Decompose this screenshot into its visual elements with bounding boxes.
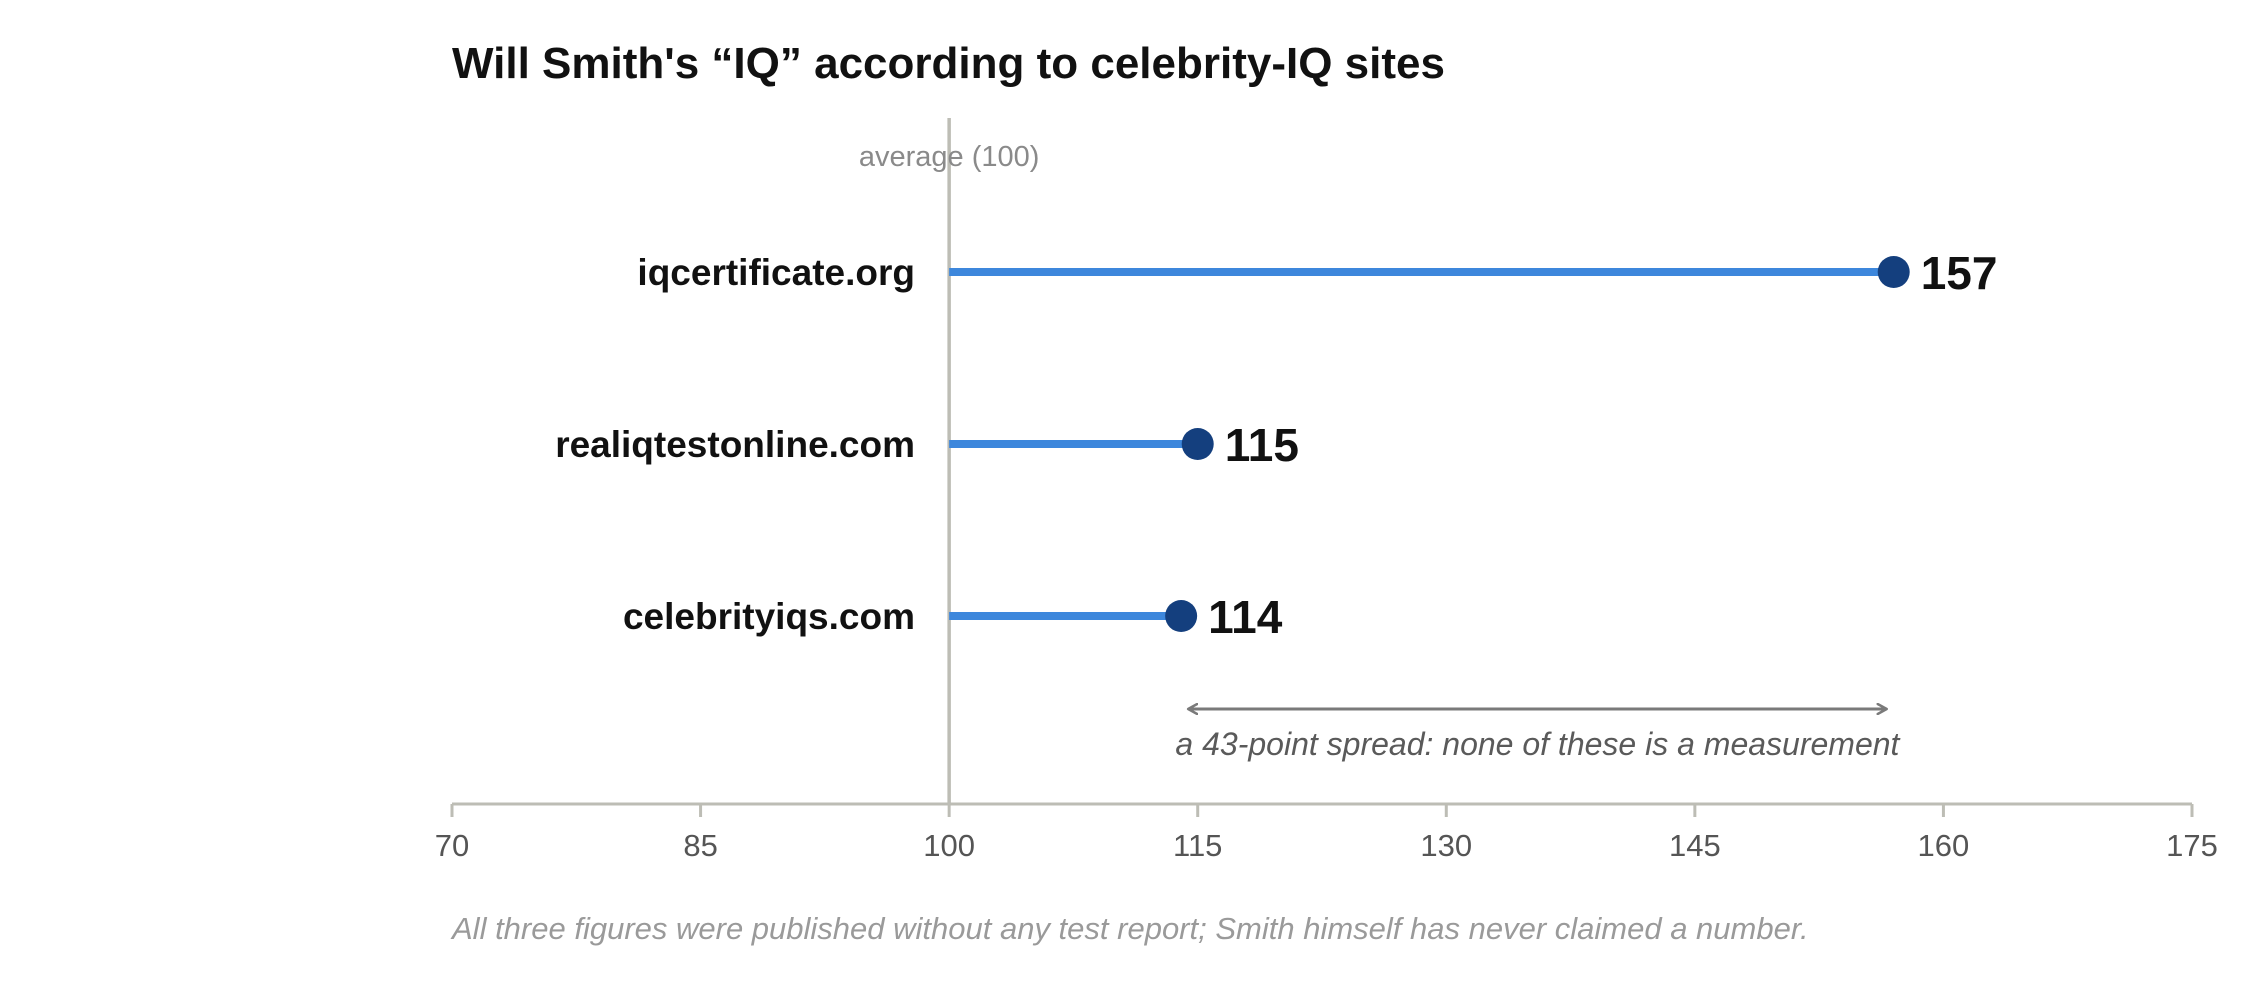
x-tick-label: 70 [435, 828, 469, 863]
annotation-group: a 43-point spread: none of these is a me… [1175, 709, 1901, 762]
x-tick-label: 115 [1173, 828, 1222, 863]
x-axis: 70 85 100 115 130 145 160 175 [435, 802, 2218, 863]
data-marks: iqcertificate.org 157 realiqtestonline.com… [555, 247, 1997, 643]
category-label: celebrityiqs.com [623, 596, 915, 637]
reference-line-group: average (100) [859, 118, 1040, 804]
x-tick-label: 85 [683, 828, 717, 863]
x-tick-label: 130 [1420, 828, 1472, 863]
lollipop-dot [1165, 600, 1198, 632]
reference-line-label: average (100) [859, 141, 1040, 173]
value-label: 115 [1225, 419, 1299, 471]
category-label: iqcertificate.org [637, 252, 915, 293]
value-label: 114 [1208, 591, 1283, 643]
x-tick-label: 160 [1918, 828, 1970, 863]
chart-title: Will Smith's “IQ” according to celebrity… [452, 39, 1445, 88]
lollipop-dot [1181, 428, 1214, 460]
x-tick-label: 175 [2166, 828, 2218, 863]
value-label: 157 [1921, 247, 1998, 299]
category-label: realiqtestonline.com [555, 424, 915, 465]
x-tick-label: 145 [1669, 828, 1721, 863]
annotation-text: a 43-point spread: none of these is a me… [1175, 726, 1900, 762]
lollipop-dot [1877, 256, 1910, 288]
x-tick-label: 100 [923, 828, 975, 863]
footnote: All three figures were published without… [450, 911, 1809, 946]
